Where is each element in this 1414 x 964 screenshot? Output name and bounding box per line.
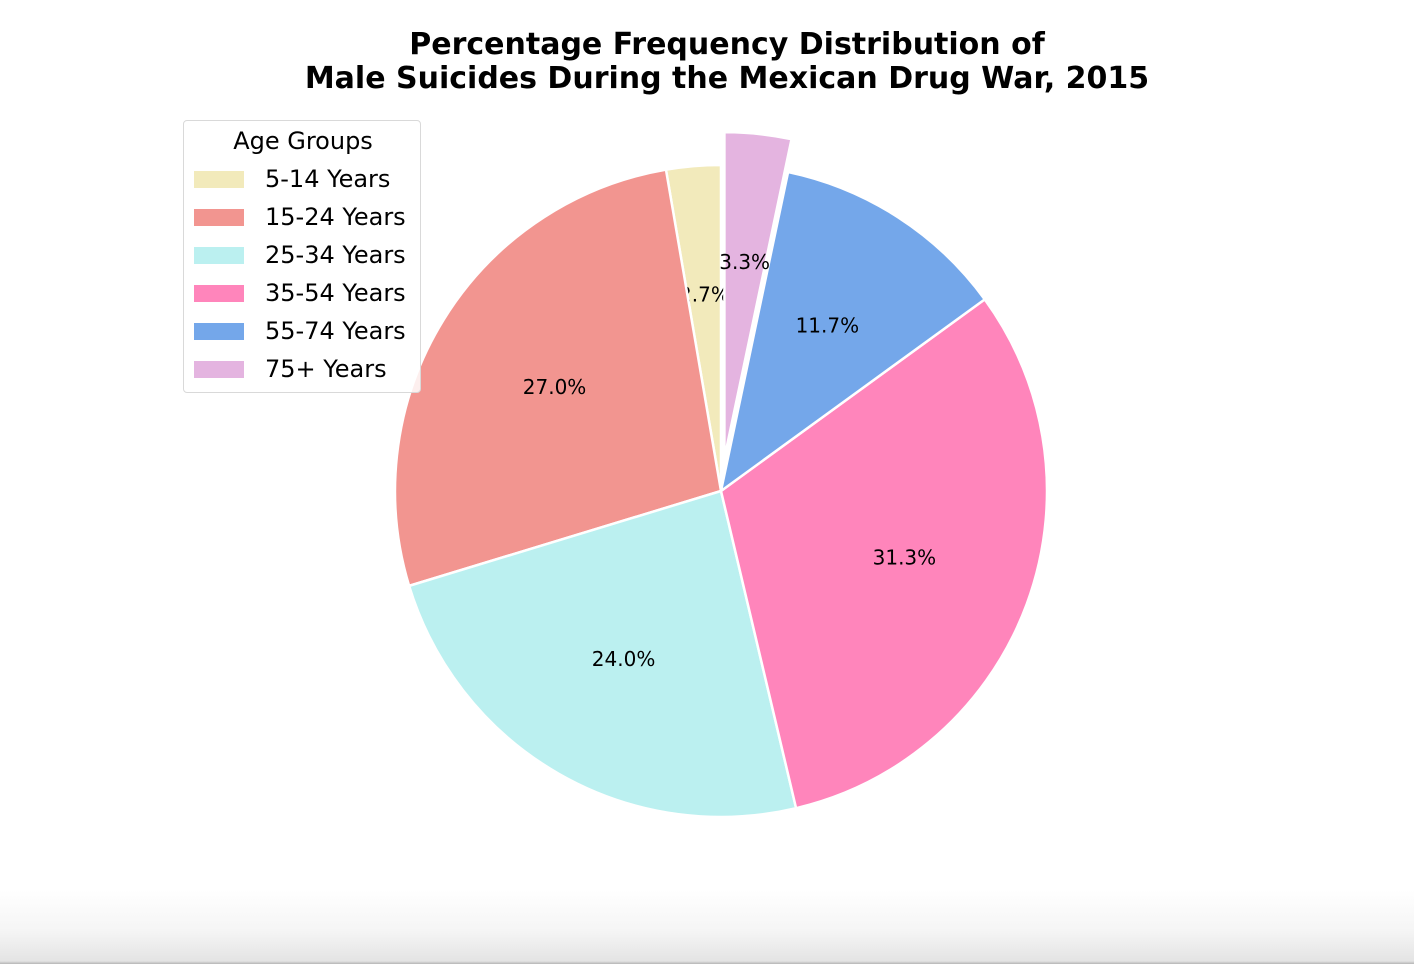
legend-label: 15-24 Years bbox=[265, 203, 406, 231]
pie-label-25-34-years: 24.0% bbox=[592, 647, 656, 671]
pie-label-15-24-years: 27.0% bbox=[523, 375, 587, 399]
legend-label: 75+ Years bbox=[265, 355, 387, 383]
pie-slice-15-24-years bbox=[393, 168, 723, 588]
legend-swatch bbox=[194, 285, 244, 302]
legend-title: Age Groups bbox=[233, 127, 373, 155]
chart-title-line-1: Percentage Frequency Distribution of bbox=[409, 27, 1045, 62]
legend-label: 35-54 Years bbox=[265, 279, 406, 307]
chart-title: Percentage Frequency Distribution of Mal… bbox=[0, 28, 1414, 96]
legend-label: 5-14 Years bbox=[265, 165, 391, 193]
pie-label-75-years: 3.3% bbox=[719, 250, 770, 274]
legend-entry-35-54-years: 35-54 Years bbox=[194, 277, 420, 309]
legend-entry-25-34-years: 25-34 Years bbox=[194, 239, 420, 271]
legend-label: 55-74 Years bbox=[265, 317, 406, 345]
pie-label-55-74-years: 11.7% bbox=[796, 313, 860, 337]
legend-entry-55-74-years: 55-74 Years bbox=[194, 315, 420, 347]
chart-title-line-2: Male Suicides During the Mexican Drug Wa… bbox=[304, 61, 1150, 96]
legend-entry-5-14-years: 5-14 Years bbox=[194, 163, 420, 195]
legend-swatch bbox=[194, 171, 244, 188]
legend-swatch bbox=[194, 323, 244, 340]
legend-swatch bbox=[194, 247, 244, 264]
legend-entry-15-24-years: 15-24 Years bbox=[194, 201, 420, 233]
legend-label: 25-34 Years bbox=[265, 241, 406, 269]
window-bottom-edge bbox=[0, 890, 1414, 964]
legend: Age Groups 5-14 Years 15-24 Years 25-34 Ye… bbox=[183, 120, 421, 393]
pie-label-35-54-years: 31.3% bbox=[873, 545, 937, 569]
pie-slice-35-54-years bbox=[719, 298, 1049, 810]
pie-slice-75-years bbox=[723, 130, 793, 460]
pie-slice-25-34-years bbox=[407, 489, 798, 819]
legend-entry-75-years: 75+ Years bbox=[194, 353, 420, 385]
pie-slice-55-74-years bbox=[719, 170, 986, 493]
legend-swatch bbox=[194, 361, 244, 378]
legend-swatch bbox=[194, 209, 244, 226]
